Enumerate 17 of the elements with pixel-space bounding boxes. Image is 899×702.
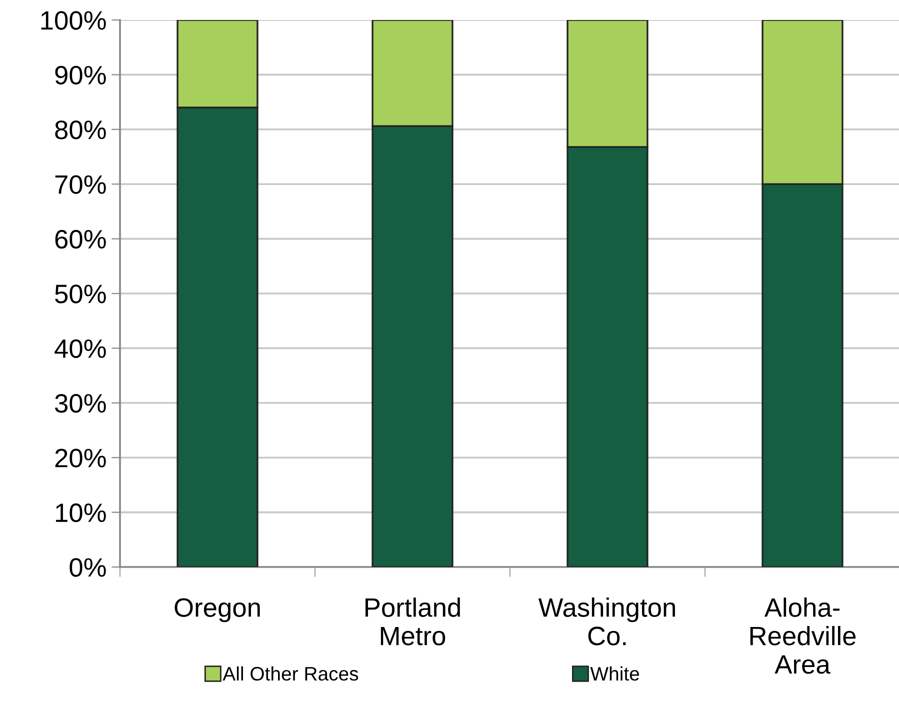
y-tick-label: 10% <box>56 503 106 522</box>
x-tick-label: Oregon <box>174 598 260 622</box>
y-tick-label: 40% <box>54 339 106 358</box>
legend-label: White <box>590 666 640 681</box>
y-tick-label: 20% <box>55 448 106 468</box>
y-tick-label: 60% <box>55 230 106 249</box>
y-tick-label: 0% <box>70 558 106 577</box>
y-tick-label: 50% <box>55 284 106 304</box>
y-tick-label: 30% <box>54 394 106 413</box>
y-tick-label: 80% <box>55 120 106 140</box>
legend-label: All Other Races <box>222 666 358 681</box>
x-tick-label: Portland Metro <box>366 598 460 646</box>
x-tick-label: Washington Co. <box>538 598 675 646</box>
y-tick-label: 100% <box>41 11 106 30</box>
x-tick-label: Aloha- Reedville Area <box>750 598 856 674</box>
y-tick-label: 90% <box>55 66 106 85</box>
y-tick-label: 70% <box>55 175 106 194</box>
